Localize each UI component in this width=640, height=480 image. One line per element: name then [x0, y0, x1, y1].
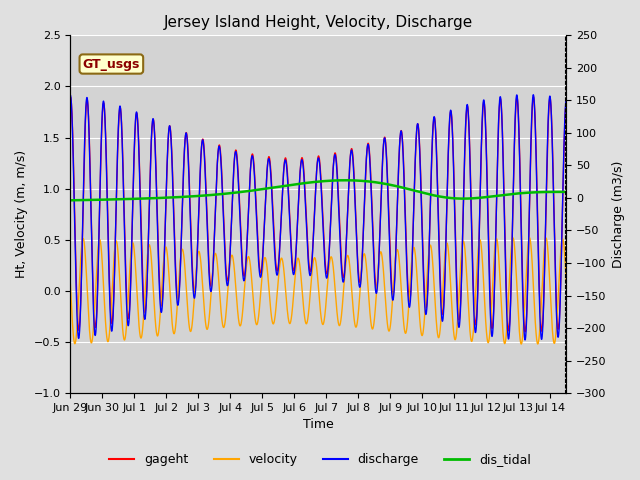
velocity	[518, 341, 525, 347]
gageht	[67, 95, 74, 101]
discharge	[474, 279, 482, 285]
Line: discharge: discharge	[70, 95, 566, 340]
gageht	[530, 94, 538, 100]
velocity	[474, 250, 482, 255]
dis_tidal	[563, 189, 570, 195]
discharge	[67, 93, 74, 98]
discharge	[529, 92, 537, 97]
dis_tidal	[67, 197, 74, 203]
Line: velocity: velocity	[70, 238, 566, 344]
dis_tidal	[342, 178, 349, 183]
velocity	[157, 309, 164, 315]
gageht	[157, 295, 164, 301]
gageht	[522, 329, 529, 335]
discharge	[436, 288, 444, 293]
Line: dis_tidal: dis_tidal	[70, 180, 566, 200]
dis_tidal	[256, 187, 264, 192]
discharge	[563, 96, 570, 102]
dis_tidal	[436, 194, 444, 200]
X-axis label: Time: Time	[303, 419, 333, 432]
velocity	[364, 279, 372, 285]
dis_tidal	[474, 195, 482, 201]
discharge	[389, 297, 397, 303]
velocity	[67, 279, 74, 285]
discharge	[521, 337, 529, 343]
Legend: gageht, velocity, discharge, dis_tidal: gageht, velocity, discharge, dis_tidal	[104, 448, 536, 471]
Y-axis label: Discharge (m3/s): Discharge (m3/s)	[612, 160, 625, 268]
gageht	[389, 291, 397, 297]
velocity	[525, 235, 533, 240]
gageht	[436, 278, 444, 284]
Line: gageht: gageht	[70, 97, 566, 332]
velocity	[436, 325, 444, 331]
gageht	[364, 142, 372, 147]
velocity	[563, 278, 570, 284]
dis_tidal	[364, 179, 372, 184]
Y-axis label: Ht, Velocity (m, m/s): Ht, Velocity (m, m/s)	[15, 150, 28, 278]
velocity	[389, 293, 397, 299]
discharge	[157, 303, 164, 309]
gageht	[563, 98, 570, 104]
Text: GT_usgs: GT_usgs	[83, 58, 140, 71]
gageht	[256, 267, 264, 273]
gageht	[474, 278, 482, 284]
dis_tidal	[389, 182, 397, 188]
dis_tidal	[157, 195, 164, 201]
Title: Jersey Island Height, Velocity, Discharge: Jersey Island Height, Velocity, Discharg…	[164, 15, 473, 30]
discharge	[364, 142, 372, 148]
velocity	[256, 301, 264, 307]
discharge	[256, 272, 264, 278]
